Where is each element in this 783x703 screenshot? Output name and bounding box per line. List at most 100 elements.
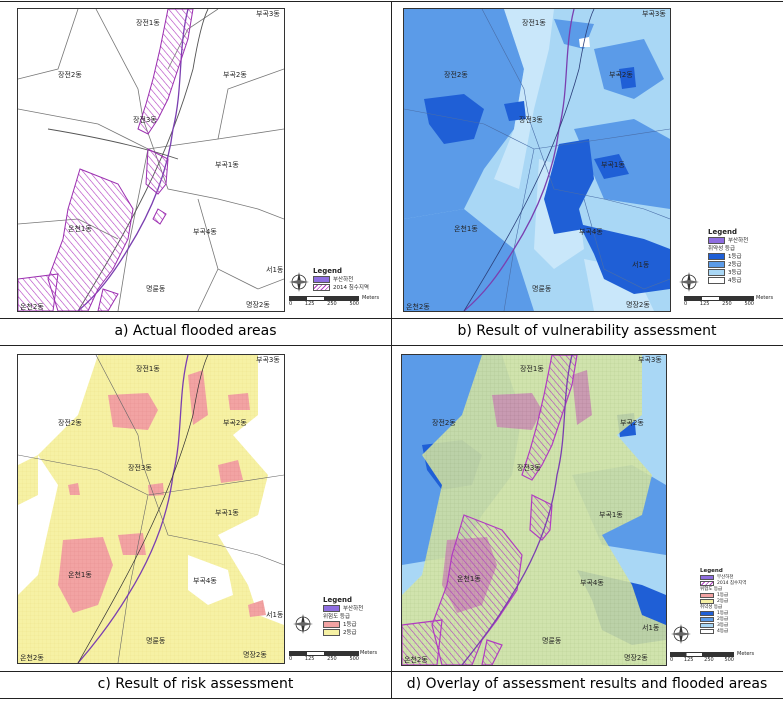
label-myeongjang2: 명장2동: [246, 300, 270, 309]
legend-swatch-vuln-1: [708, 252, 725, 260]
legend-b-row-river: 부산하천: [708, 236, 748, 244]
scale-d-tick-3: 500: [724, 657, 734, 663]
scalebar-b: 0 125 250 500: [684, 296, 754, 307]
scale-c-tick-3: 500: [349, 656, 359, 662]
compass-d: [669, 622, 693, 650]
legend-a-title: Legend: [313, 267, 342, 275]
vuln-level-1: [424, 67, 670, 294]
label-bugok2: 부곡2동: [609, 71, 633, 79]
caption-c: c) Result of risk assessment: [97, 676, 294, 692]
legend-d-row-vuln-3: 3등급: [700, 622, 746, 628]
label-oncheon1: 온천1동: [68, 570, 92, 579]
legend-d-vuln-2-label: 2등급: [717, 617, 729, 622]
label-myeongryun: 명륜동: [146, 636, 166, 645]
scalebar-d: 0 125 250 500: [670, 652, 734, 663]
label-bugok2: 부곡2동: [223, 71, 247, 79]
legend-a-row-flood: 2014 침수지역: [313, 283, 369, 291]
legend-swatch-river: [700, 574, 714, 580]
legend-d-vuln-header: 취약성 등급: [700, 605, 723, 610]
label-bugok4: 부곡4동: [580, 579, 604, 587]
label-oncheon2: 온천2동: [20, 653, 44, 662]
north-arrow-icon: [679, 272, 699, 292]
label-jangjeon2: 장전2동: [58, 70, 82, 79]
risk-nodata: [18, 355, 284, 605]
legend-d-vuln-1-label: 1등급: [717, 611, 729, 616]
legend-swatch-river: [313, 275, 330, 283]
river-line: [77, 355, 189, 663]
scale-d-tick-2: 250: [704, 657, 714, 663]
label-bugok3: 부곡3동: [638, 356, 662, 364]
label-jangjeon1: 장전1동: [136, 18, 160, 27]
legend-swatch-risk-1: [700, 592, 714, 598]
scale-b-tick-2: 250: [722, 301, 732, 307]
north-arrow-icon: [289, 272, 309, 292]
legend-swatch-risk-2: [700, 598, 714, 604]
scale-a-tick-2: 250: [327, 301, 337, 307]
legend-d-row-flood: 2014 침수지역: [700, 580, 746, 586]
scale-d-unit: Meters: [737, 651, 755, 657]
label-bugok1: 부곡1동: [599, 511, 623, 519]
legend-d-river-label: 부산하천: [717, 575, 734, 580]
legend-swatch-vuln-3: [700, 622, 714, 628]
label-jangjeon1: 장전1동: [136, 364, 160, 373]
label-bugok4: 부곡4동: [193, 577, 217, 585]
caption-d: d) Overlay of assessment results and flo…: [406, 676, 768, 692]
label-jangjeon1: 장전1동: [520, 364, 544, 373]
scale-c-tick-1: 125: [304, 656, 315, 662]
legend-b-row-4: 4등급: [708, 276, 748, 284]
scale-a-tick-3: 500: [349, 301, 359, 307]
legend-b-river-label: 부산하천: [728, 238, 749, 244]
legend-d-risk-2-label: 2등급: [717, 599, 729, 604]
legend-c-risk-1-label: 1등급: [343, 622, 357, 628]
map-c-canvas: 장전1동 부곡3동 장전2동 부곡2동 장전3동 부곡1동 온천1동 부곡4동 …: [18, 355, 284, 663]
river-line: [461, 355, 573, 665]
river-line: [463, 9, 575, 311]
map-risk: 장전1동 부곡3동 장전2동 부곡2동 장전3동 부곡1동 온천1동 부곡4동 …: [17, 354, 285, 664]
frame-bottom-line: [0, 698, 783, 699]
label-myeongjang2: 명장2동: [626, 300, 650, 309]
legend-c-risk-header: 위험도 등급: [323, 614, 351, 620]
legend-a-flood-label: 2014 침수지역: [333, 285, 369, 291]
label-bugok2: 부곡2동: [620, 419, 644, 427]
legend-swatch-vuln-2: [700, 616, 714, 622]
legend-a: Legend 부산하천 2014 침수지역: [313, 267, 369, 291]
label-jangjeon3: 장전3동: [517, 463, 541, 472]
label-oncheon1: 온천1동: [68, 224, 92, 233]
caption-b: b) Result of vulnerability assessment: [457, 323, 717, 339]
scale-b-tick-1: 125: [699, 301, 710, 307]
legend-c-river-label: 부산하천: [343, 606, 364, 612]
legend-d-row-risk-2: 2등급: [700, 598, 746, 604]
vuln-level-4: [579, 37, 590, 47]
legend-b-vuln-3-label: 3등급: [728, 270, 742, 276]
legend-swatch-vuln-4: [700, 628, 714, 634]
label-seo1: 서1동: [266, 610, 284, 619]
map-d-canvas: 장전1동 부곡3동 장전2동 부곡2동 장전3동 부곡1동 온천1동 부곡4동 …: [402, 355, 666, 665]
road-line: [77, 355, 209, 663]
legend-d-row-vuln-1: 1등급: [700, 610, 746, 616]
scale-b-tick-3: 500: [744, 301, 754, 307]
legend-swatch-river: [323, 604, 340, 612]
legend-d-row-risk-1: 1등급: [700, 592, 746, 598]
flooded-areas: [18, 9, 194, 311]
map-overlay: 장전1동 부곡3동 장전2동 부곡2동 장전3동 부곡1동 온천1동 부곡4동 …: [401, 354, 667, 666]
legend-b-row-3: 3등급: [708, 268, 748, 276]
legend-swatch-vuln-3: [708, 268, 725, 276]
label-jangjeon2: 장전2동: [444, 70, 468, 79]
label-jangjeon2: 장전2동: [58, 418, 82, 427]
district-boundaries: [18, 355, 284, 663]
legend-d-row-vuln-header: 취약성 등급: [700, 604, 746, 610]
map-a-canvas: 장전1동 부곡3동 장전2동 부곡2동 장전3동 부곡1동 온천1동 부곡4동 …: [18, 9, 284, 311]
legend-c-row-2: 2등급: [323, 628, 363, 636]
legend-c-title: Legend: [323, 596, 352, 604]
label-myeongryun: 명륜동: [532, 284, 552, 293]
legend-c-row-header: 위험도 등급: [323, 612, 363, 620]
label-myeongryun: 명륜동: [146, 284, 166, 293]
legend-swatch-risk-1: [323, 620, 340, 628]
scale-b-tick-0: 0: [684, 301, 688, 307]
label-seo1: 서1동: [642, 623, 660, 632]
map-b-canvas: 장전1동 부곡3동 장전2동 부곡2동 장전3동 부곡1동 온천1동 부곡4동 …: [404, 9, 670, 311]
legend-b: Legend 부산하천 취약성 등급 1등급 2등급 3등급 4등급: [708, 228, 748, 284]
road-line: [463, 9, 595, 311]
label-bugok4: 부곡4동: [193, 228, 217, 236]
legend-b-vuln-2-label: 2등급: [728, 262, 742, 268]
